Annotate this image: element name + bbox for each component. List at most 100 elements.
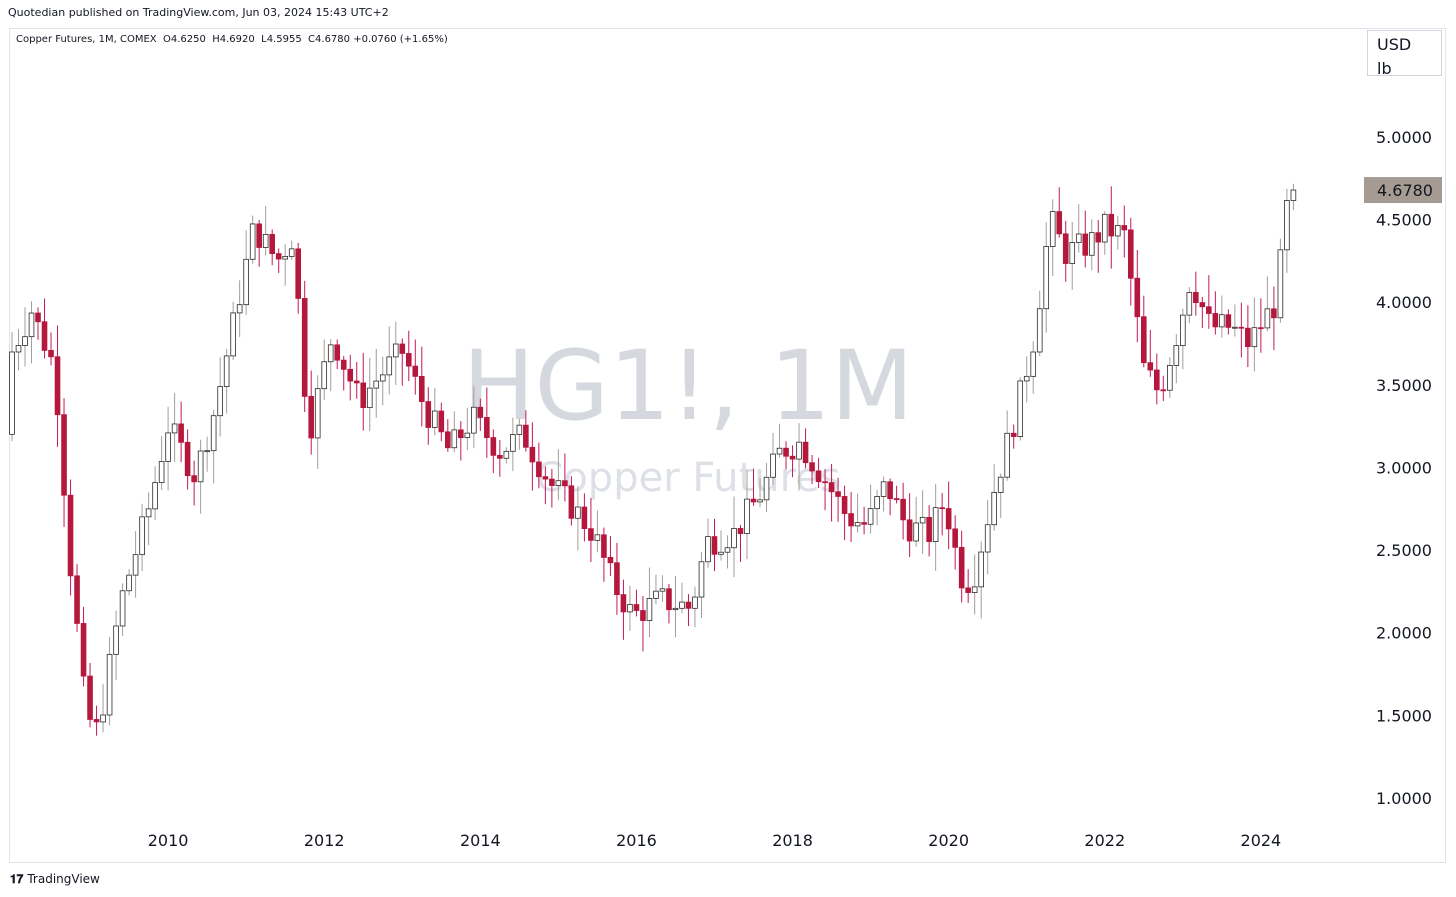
candle-body <box>484 417 490 438</box>
candle-body <box>588 528 594 541</box>
candle-body <box>223 355 230 388</box>
candle-body <box>659 588 666 592</box>
candle-body <box>74 575 80 624</box>
candle-body <box>412 365 419 377</box>
x-tick-label: 2018 <box>772 831 813 850</box>
candle-body <box>158 461 165 484</box>
candle-body <box>282 256 288 260</box>
candle-body <box>464 432 471 439</box>
last-price-badge <box>1364 177 1442 204</box>
candle-body <box>1160 389 1167 392</box>
candle-body <box>197 450 204 483</box>
candle-body <box>841 496 848 515</box>
candle-body <box>692 596 698 609</box>
candle-body <box>100 714 106 723</box>
candle-body <box>646 597 653 621</box>
candle-body <box>913 522 919 542</box>
candle-body <box>191 475 197 483</box>
candle-body <box>1264 308 1271 329</box>
candle-body <box>314 388 321 439</box>
candle-body <box>152 482 158 510</box>
candle-body <box>392 343 399 358</box>
candle-body <box>327 344 334 363</box>
candle-body <box>698 561 705 598</box>
candle-body <box>61 414 67 496</box>
x-tick-label: 2024 <box>1241 831 1282 850</box>
candle-body <box>360 382 367 409</box>
y-tick-label: 2.5000 <box>1376 541 1432 560</box>
candle-body <box>295 248 302 299</box>
candle-body <box>575 506 581 519</box>
candle-body <box>757 499 763 503</box>
candle-body <box>932 507 939 542</box>
candle-body <box>399 343 406 354</box>
candle-body <box>737 528 744 534</box>
candle-body <box>601 534 607 558</box>
x-tick-label: 2016 <box>616 831 657 850</box>
candle-body <box>815 470 822 483</box>
candle-body <box>165 432 171 462</box>
candle-body <box>666 588 672 611</box>
candle-body <box>1232 326 1238 329</box>
candle-body <box>145 508 152 518</box>
candle-body <box>1134 277 1141 318</box>
candle-body <box>243 258 249 306</box>
candle-body <box>802 441 809 464</box>
candle-body <box>67 494 74 577</box>
candle-body <box>1114 225 1121 237</box>
candle-body <box>1036 308 1043 353</box>
candle-body <box>1245 327 1251 348</box>
candle-body <box>822 481 828 484</box>
candle-body <box>373 380 380 389</box>
candle-body <box>347 368 354 382</box>
candle-body <box>880 481 887 497</box>
footer-brand[interactable]: 𝟏𝟕 TradingView <box>10 872 100 887</box>
x-tick-label: 2010 <box>148 831 189 850</box>
candle-body <box>828 482 835 493</box>
candle-body <box>861 522 867 525</box>
candle-body <box>1284 200 1290 251</box>
candle-body <box>503 450 510 459</box>
ohlc-change: +0.0760 (+1.65%) <box>353 34 448 45</box>
unit-selector[interactable]: USD lb <box>1367 30 1442 78</box>
candle-body <box>184 441 191 477</box>
candle-body <box>54 356 61 416</box>
candle-body <box>340 359 347 370</box>
candle-body <box>1121 225 1128 231</box>
candle-body <box>210 415 217 452</box>
candle-body <box>718 551 724 555</box>
candle-body <box>516 424 523 435</box>
candle-body <box>789 455 796 460</box>
candle-body <box>997 476 1004 493</box>
candle-body <box>93 719 100 723</box>
candle-body <box>945 508 952 530</box>
candle-body <box>633 604 640 611</box>
candle-body <box>711 536 718 555</box>
candle-body <box>607 557 614 564</box>
candle-body <box>1251 327 1258 348</box>
candle-body <box>230 312 236 357</box>
symbol-legend[interactable]: Copper Futures, 1M, COMEX O4.6250 H4.692… <box>16 34 448 45</box>
x-tick-label: 2014 <box>460 831 501 850</box>
candle-body <box>1206 306 1212 314</box>
unit-currency: USD <box>1377 35 1412 54</box>
candle-body <box>1225 314 1232 328</box>
candle-body <box>438 410 445 433</box>
candle-body <box>731 528 737 549</box>
candle-body <box>984 524 991 553</box>
candle-body <box>386 356 393 376</box>
candle-body <box>418 375 425 402</box>
candle-body <box>549 478 555 486</box>
candle-body <box>87 675 93 720</box>
candle-body <box>679 601 685 609</box>
tradingview-logo-icon: 𝟏𝟕 <box>10 872 24 886</box>
candle-body <box>1290 189 1297 201</box>
candle-body <box>1258 327 1264 330</box>
candle-body <box>106 653 113 716</box>
candle-body <box>906 519 913 542</box>
last-price-label: 4.6780 <box>1377 181 1433 200</box>
candle-body <box>939 507 945 510</box>
candle-body <box>893 498 900 501</box>
candle-body <box>562 480 568 487</box>
